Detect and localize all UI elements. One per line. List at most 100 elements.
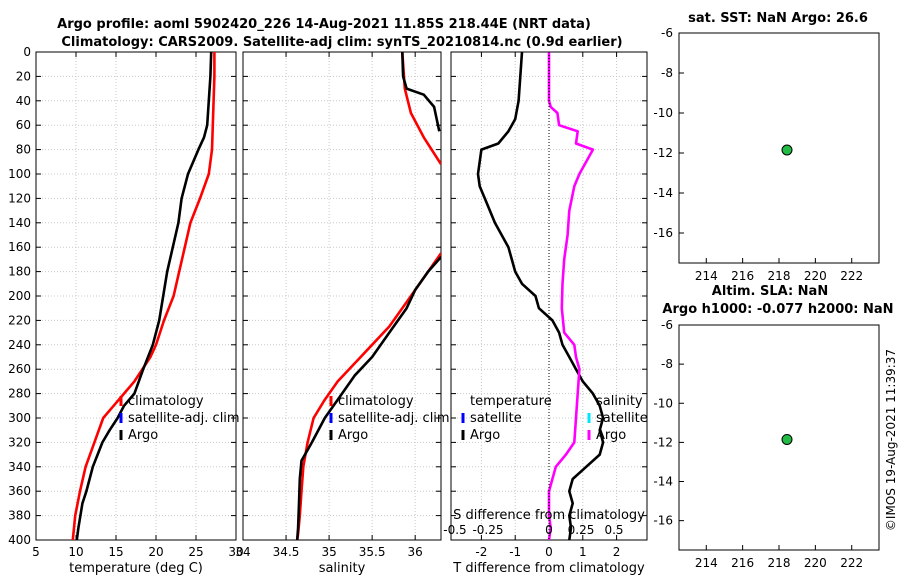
temperature-legend-item: climatology — [128, 394, 204, 409]
depth-tick-label: 20 — [16, 69, 31, 83]
temperature-xtick-label: 15 — [108, 545, 123, 559]
salinity-xtick-label: 35 — [321, 545, 336, 559]
sla_map-ytick-label: -16 — [653, 514, 673, 528]
difference-xlabel: T difference from climatology — [452, 561, 645, 576]
depth-tick-label: 280 — [8, 387, 31, 401]
sst-map-title: sat. SST: NaN Argo: 26.6 — [688, 11, 868, 26]
diff-legend-s-satellite: satellite — [596, 411, 648, 426]
depth-tick-label: 380 — [8, 509, 31, 523]
difference-xtick-label: 1 — [579, 545, 587, 559]
depth-tick-label: 300 — [8, 411, 31, 425]
depth-tick-label: 120 — [8, 191, 31, 205]
difference-series-s-argo — [547, 52, 595, 540]
depth-tick-label: 80 — [16, 143, 31, 157]
salinity-xlabel: salinity — [319, 561, 366, 576]
sla_map-xtick-label: 222 — [840, 556, 863, 570]
depth-tick-label: 220 — [8, 313, 31, 327]
diff-legend-t-argo: Argo — [470, 428, 500, 443]
sla-map-title-line1: Altim. SLA: NaN — [712, 284, 828, 299]
sst_map-ytick-label: -10 — [653, 106, 673, 120]
depth-tick-label: 360 — [8, 484, 31, 498]
depth-tick-label: 400 — [8, 533, 31, 547]
sla_map-xtick-label: 214 — [695, 556, 718, 570]
depth-tick-label: 320 — [8, 435, 31, 449]
depth-tick-label: 140 — [8, 216, 31, 230]
sla_map-xtick-label: 220 — [804, 556, 827, 570]
depth-tick-label: 160 — [8, 240, 31, 254]
sst_map-ytick-label: -6 — [661, 26, 673, 40]
depth-tick-label: 180 — [8, 265, 31, 279]
salinity-legend-item: satellite-adj. clim — [338, 411, 450, 426]
depth-tick-label: 100 — [8, 167, 31, 181]
sla_map-xtick-label: 216 — [731, 556, 754, 570]
salinity-xtick-label: 36 — [408, 545, 423, 559]
difference-series-t-argo — [476, 52, 605, 540]
sla_map-ytick-label: -6 — [661, 318, 673, 332]
sst_map-ytick-label: -16 — [653, 226, 673, 240]
salinity-diff-tick-label: 0 — [545, 523, 553, 537]
sst_map-xtick-label: 214 — [695, 269, 718, 283]
figure-title-line1: Argo profile: aoml 5902420_226 14-Aug-20… — [57, 17, 591, 32]
difference-xtick-label: 0 — [545, 545, 553, 559]
temperature-xtick-label: 5 — [32, 545, 40, 559]
temperature-xtick-label: 30 — [228, 545, 243, 559]
sst_map-ytick-label: -12 — [653, 146, 673, 160]
temperature-xlabel: temperature (deg C) — [69, 561, 203, 576]
depth-tick-label: 340 — [8, 460, 31, 474]
salinity-diff-tick-label: 0.25 — [568, 523, 595, 537]
diff-legend-t-satellite: satellite — [470, 411, 522, 426]
sst_map-frame — [678, 32, 880, 264]
diff-legend-s-argo: Argo — [596, 428, 626, 443]
temperature-series-argo — [75, 52, 213, 540]
salinity-diff-axis-label: S difference from climatology — [453, 508, 645, 523]
sst_map-xtick-label: 218 — [768, 269, 791, 283]
sla-map-title-line2: Argo h1000: -0.077 h2000: NaN — [662, 302, 893, 317]
depth-tick-label: 40 — [16, 94, 31, 108]
salinity-diff-tick-label: -0.5 — [443, 523, 466, 537]
depth-tick-label: 260 — [8, 362, 31, 376]
salinity-legend-item: Argo — [338, 428, 368, 443]
difference-xtick-label: -1 — [509, 545, 521, 559]
salinity-diff-tick-label: 0.5 — [604, 523, 623, 537]
salinity-series-group — [295, 52, 441, 540]
temperature-xtick-label: 10 — [68, 545, 83, 559]
sla_map-float-position-marker — [781, 433, 793, 445]
depth-tick-label: 240 — [8, 338, 31, 352]
sst_map-ytick-label: -8 — [661, 66, 673, 80]
temperature-series-climatology — [71, 52, 216, 540]
sla_map-ytick-label: -10 — [653, 396, 673, 410]
depth-tick-label: 200 — [8, 289, 31, 303]
sst_map-xtick-label: 216 — [731, 269, 754, 283]
figure-title-line2: Climatology: CARS2009. Satellite-adj cli… — [61, 35, 622, 50]
salinity-diff-tick-label: -0.25 — [472, 523, 503, 537]
sst_map-float-position-marker — [781, 144, 793, 156]
temperature-series-group — [71, 52, 216, 540]
sla_map-frame — [678, 324, 880, 551]
sla_map-ytick-label: -8 — [661, 357, 673, 371]
difference-series-group — [476, 52, 605, 540]
difference-xtick-label: 2 — [613, 545, 621, 559]
temperature-legend-item: Argo — [128, 428, 158, 443]
sla_map-ytick-label: -14 — [653, 475, 673, 489]
sst_map-xtick-label: 222 — [840, 269, 863, 283]
diff-legend-salinity-title: salinity — [596, 394, 643, 409]
temperature-xtick-label: 25 — [188, 545, 203, 559]
temperature-legend-item: satellite-adj. clim — [128, 411, 240, 426]
diff-legend-temperature-title: temperature — [470, 394, 552, 409]
salinity-series-argo — [295, 52, 441, 540]
salinity-xtick-label: 34 — [235, 545, 250, 559]
salinity-xtick-label: 35.5 — [359, 545, 386, 559]
sst_map-ytick-label: -14 — [653, 186, 673, 200]
sla_map-xtick-label: 218 — [768, 556, 791, 570]
depth-tick-label: 60 — [16, 118, 31, 132]
timestamp: ©IMOS 19-Aug-2021 11:39:37 — [884, 349, 898, 531]
temperature-xtick-label: 20 — [148, 545, 163, 559]
depth-tick-label: 0 — [23, 45, 31, 59]
sla_map-ytick-label: -12 — [653, 435, 673, 449]
sst_map-xtick-label: 220 — [804, 269, 827, 283]
salinity-xtick-label: 34.5 — [273, 545, 300, 559]
difference-xtick-label: -2 — [475, 545, 487, 559]
salinity-legend-item: climatology — [338, 394, 414, 409]
